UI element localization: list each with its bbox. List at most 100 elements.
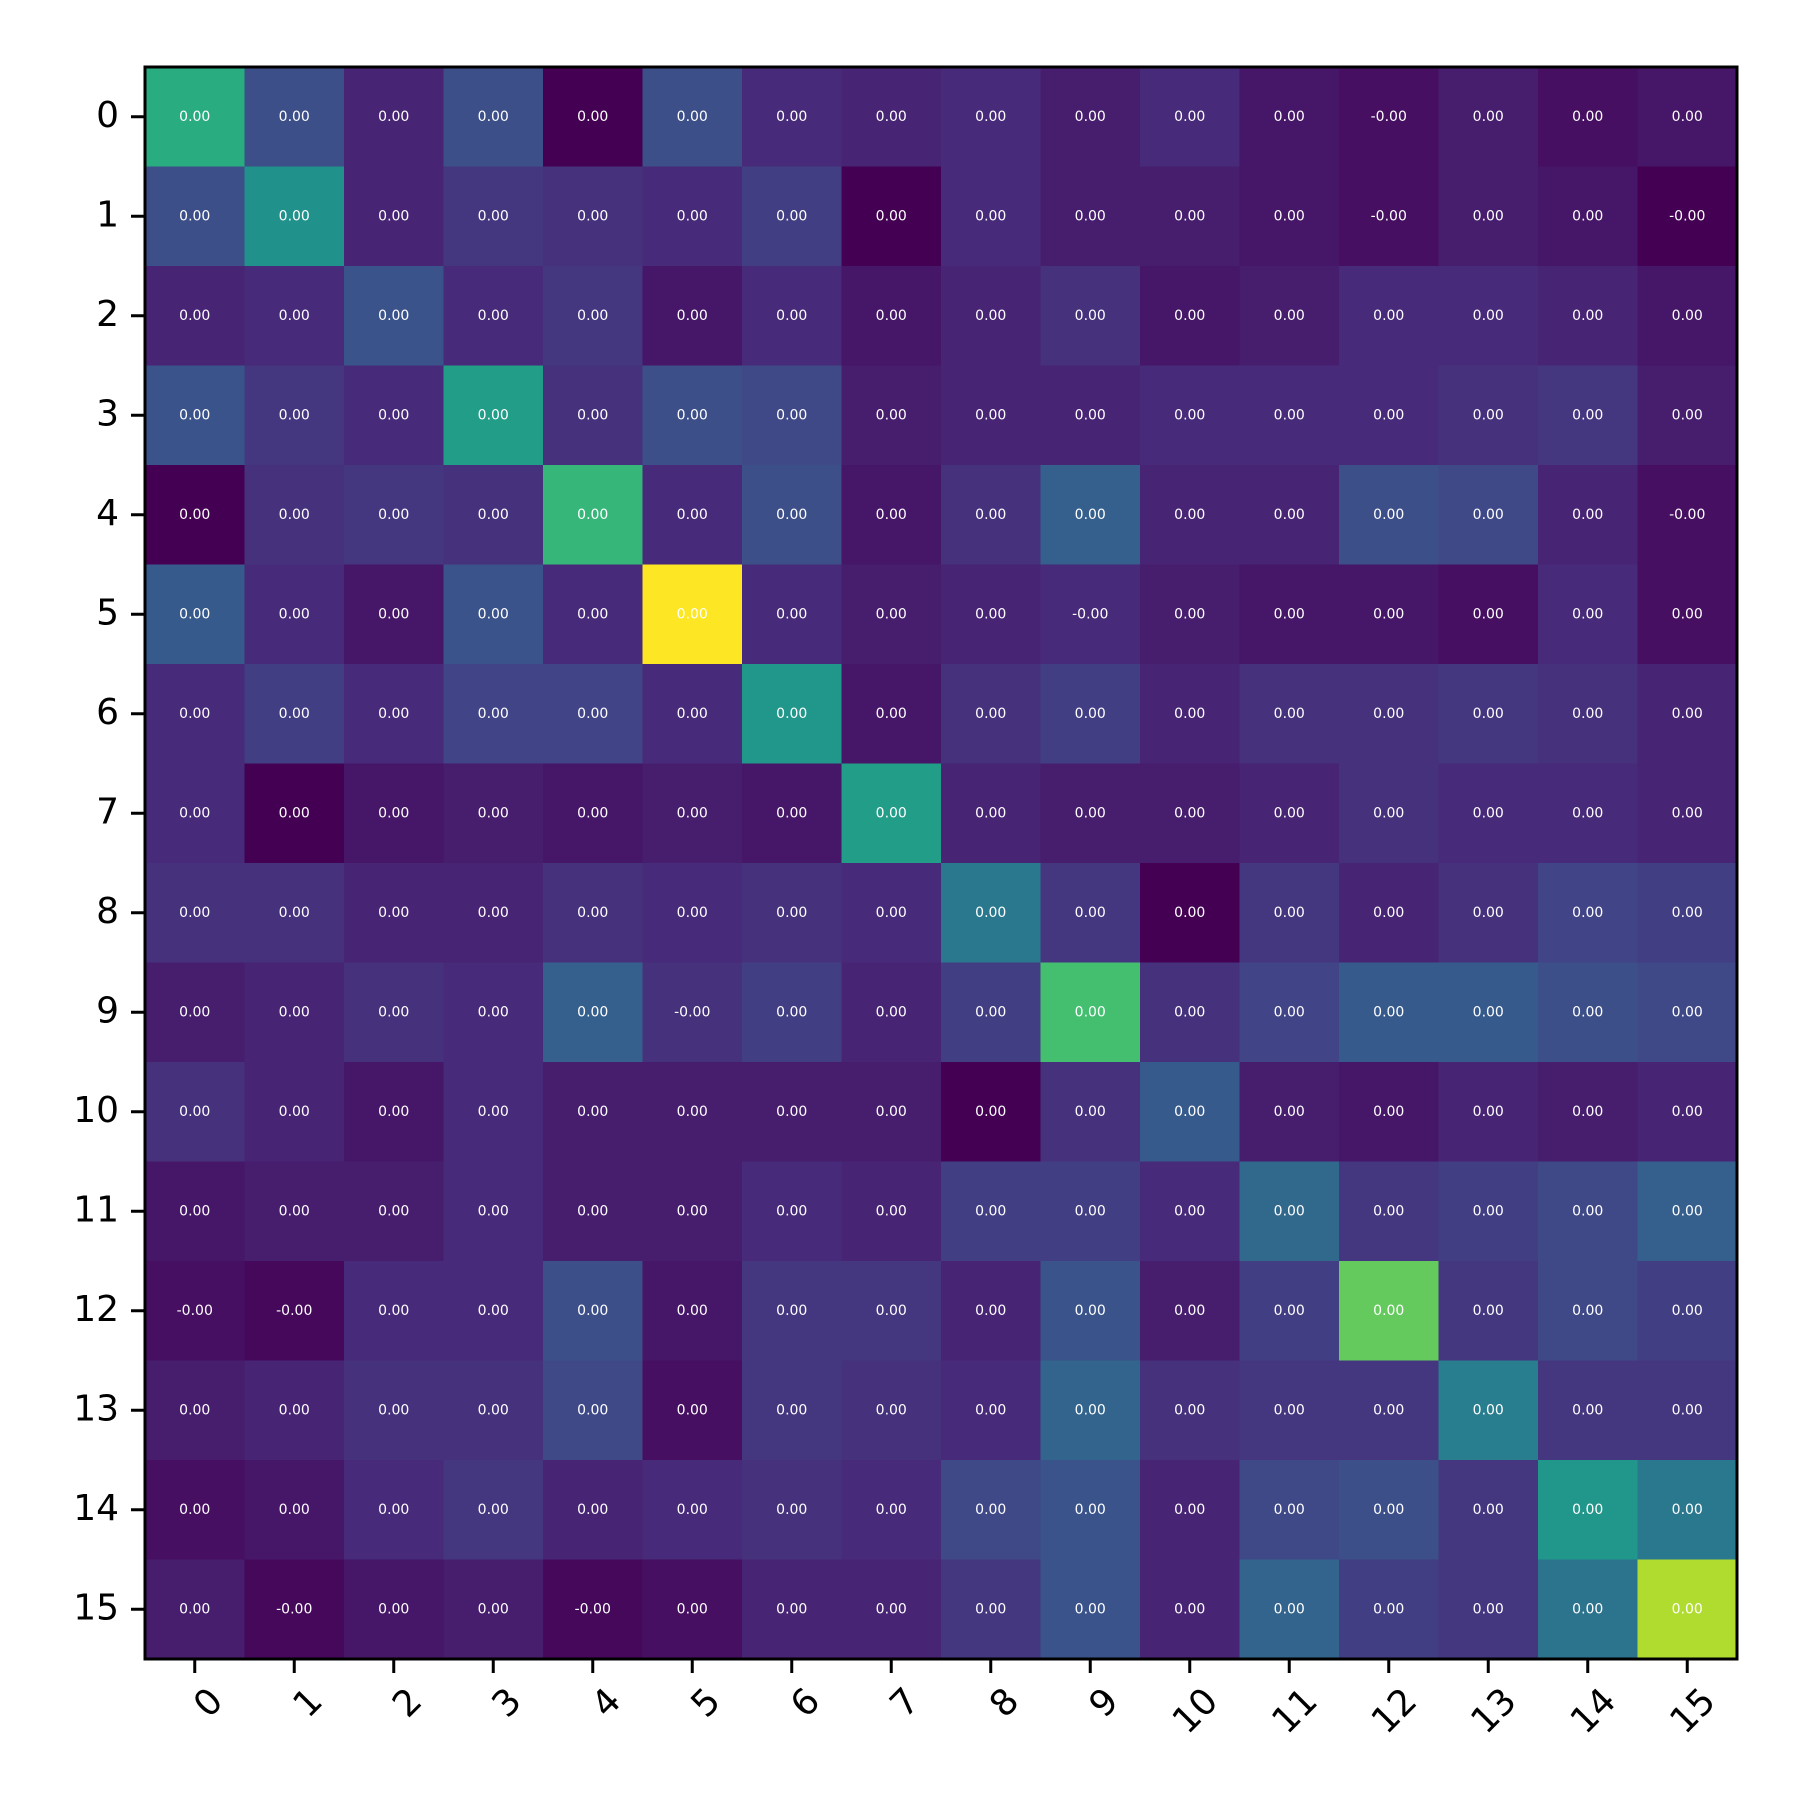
cell-value-label: 0.00 bbox=[1075, 1601, 1106, 1617]
y-tick-label: 0 bbox=[96, 95, 119, 136]
heatmap-cell bbox=[543, 365, 643, 466]
heatmap-cell bbox=[1637, 67, 1738, 167]
x-tick-label: 4 bbox=[584, 1680, 629, 1725]
cell-value-label: 0.00 bbox=[975, 109, 1006, 125]
heatmap-cell bbox=[1239, 266, 1340, 366]
cell-value-label: 0.00 bbox=[975, 1104, 1006, 1120]
heatmap-cell bbox=[742, 763, 842, 864]
heatmap-cell bbox=[344, 1161, 444, 1262]
cell-value-label: 0.00 bbox=[179, 905, 210, 921]
heatmap-cell bbox=[443, 1261, 544, 1361]
heatmap-cell bbox=[443, 465, 544, 565]
heatmap-cell bbox=[1040, 1559, 1141, 1660]
heatmap-cell bbox=[642, 465, 743, 565]
cell-value-label: 0.00 bbox=[776, 308, 807, 324]
cell-value-label: 0.00 bbox=[876, 905, 907, 921]
heatmap-cell bbox=[1339, 266, 1439, 366]
heatmap-cell bbox=[1239, 166, 1340, 267]
cell-value-label: 0.00 bbox=[876, 1601, 907, 1617]
cell-value-label: 0.00 bbox=[1572, 1601, 1603, 1617]
heatmap-cell bbox=[244, 67, 345, 167]
y-tick-label: 2 bbox=[96, 294, 119, 335]
cell-value-label: -0.00 bbox=[1669, 507, 1705, 523]
cell-value-label: 0.00 bbox=[478, 606, 509, 622]
heatmap-cell bbox=[244, 1261, 345, 1361]
heatmap-cell bbox=[1438, 1360, 1539, 1461]
cell-value-label: 0.00 bbox=[975, 407, 1006, 423]
cell-value-label: 0.00 bbox=[1075, 507, 1106, 523]
cell-value-label: 0.00 bbox=[179, 1104, 210, 1120]
cell-value-label: 0.00 bbox=[876, 208, 907, 224]
y-tick-label: 1 bbox=[96, 194, 119, 235]
cell-value-label: 0.00 bbox=[378, 1004, 409, 1020]
heatmap-cell bbox=[1239, 962, 1340, 1063]
cell-value-label: 0.00 bbox=[677, 1104, 708, 1120]
heatmap-cell bbox=[1239, 1460, 1340, 1560]
cell-value-label: 0.00 bbox=[279, 507, 310, 523]
cell-value-label: 0.00 bbox=[975, 1601, 1006, 1617]
heatmap-cell bbox=[443, 1360, 544, 1461]
cell-value-label: 0.00 bbox=[478, 308, 509, 324]
cell-value-label: 0.00 bbox=[1473, 805, 1504, 821]
cell-value-label: 0.00 bbox=[677, 208, 708, 224]
cell-value-label: 0.00 bbox=[1572, 1502, 1603, 1518]
cell-value-label: 0.00 bbox=[1174, 109, 1205, 125]
cell-value-label: 0.00 bbox=[677, 805, 708, 821]
heatmap-cell bbox=[443, 1559, 544, 1660]
heatmap-cell bbox=[244, 664, 345, 764]
heatmap-cell bbox=[1438, 863, 1539, 963]
heatmap-cell bbox=[145, 1161, 245, 1262]
cell-value-label: 0.00 bbox=[776, 805, 807, 821]
cell-value-label: 0.00 bbox=[1572, 1203, 1603, 1219]
cell-value-label: 0.00 bbox=[1174, 706, 1205, 722]
cell-value-label: 0.00 bbox=[1274, 1502, 1305, 1518]
cell-value-label: 0.00 bbox=[1075, 308, 1106, 324]
cell-value-label: 0.00 bbox=[1174, 1502, 1205, 1518]
cell-value-label: 0.00 bbox=[876, 606, 907, 622]
cell-value-label: 0.00 bbox=[279, 905, 310, 921]
cell-value-label: 0.00 bbox=[577, 1104, 608, 1120]
heatmap-cell bbox=[145, 763, 245, 864]
heatmap-cell bbox=[443, 763, 544, 864]
heatmap-cell bbox=[1339, 1261, 1439, 1361]
heatmap-cell bbox=[1040, 564, 1141, 665]
cell-value-label: 0.00 bbox=[378, 208, 409, 224]
cell-value-label: 0.00 bbox=[1174, 507, 1205, 523]
heatmap-cell bbox=[1637, 1062, 1738, 1162]
cell-value-label: 0.00 bbox=[1274, 1004, 1305, 1020]
heatmap-cell bbox=[941, 962, 1041, 1063]
cell-value-label: 0.00 bbox=[179, 1502, 210, 1518]
heatmap-cell bbox=[1239, 1261, 1340, 1361]
cell-value-label: 0.00 bbox=[677, 1303, 708, 1319]
heatmap-cell bbox=[941, 564, 1041, 665]
cell-value-label: 0.00 bbox=[776, 109, 807, 125]
cell-value-label: 0.00 bbox=[677, 1601, 708, 1617]
cell-value-label: 0.00 bbox=[1672, 606, 1703, 622]
x-axis: 0 1 2 3 4 5 6 7 8 9 10 11 12 13 14 15 bbox=[186, 1659, 1724, 1742]
heatmap-cell bbox=[941, 1161, 1041, 1262]
heatmap-cell bbox=[642, 1261, 743, 1361]
cell-value-label: 0.00 bbox=[876, 805, 907, 821]
cell-value-label: 0.00 bbox=[1174, 1402, 1205, 1418]
cell-value-label: -0.00 bbox=[674, 1004, 710, 1020]
cell-value-label: 0.00 bbox=[478, 1303, 509, 1319]
heatmap-cell bbox=[543, 266, 643, 366]
cell-value-label: 0.00 bbox=[478, 1203, 509, 1219]
heatmap-cell bbox=[1438, 67, 1539, 167]
cell-value-label: 0.00 bbox=[1274, 1203, 1305, 1219]
cell-value-label: 0.00 bbox=[378, 1502, 409, 1518]
heatmap-cell bbox=[543, 863, 643, 963]
heatmap-cell bbox=[443, 1460, 544, 1560]
cell-value-label: 0.00 bbox=[1373, 1402, 1404, 1418]
cell-value-label: 0.00 bbox=[478, 805, 509, 821]
heatmap-cell bbox=[443, 1161, 544, 1262]
heatmap-cell bbox=[642, 1062, 743, 1162]
cell-value-label: 0.00 bbox=[1274, 507, 1305, 523]
cell-value-label: 0.00 bbox=[279, 606, 310, 622]
cell-value-label: 0.00 bbox=[1373, 905, 1404, 921]
heatmap-cell bbox=[1637, 465, 1738, 565]
heatmap-cell bbox=[841, 1360, 942, 1461]
cell-value-label: 0.00 bbox=[378, 905, 409, 921]
cell-value-label: 0.00 bbox=[1274, 606, 1305, 622]
heatmap-cell bbox=[145, 664, 245, 764]
